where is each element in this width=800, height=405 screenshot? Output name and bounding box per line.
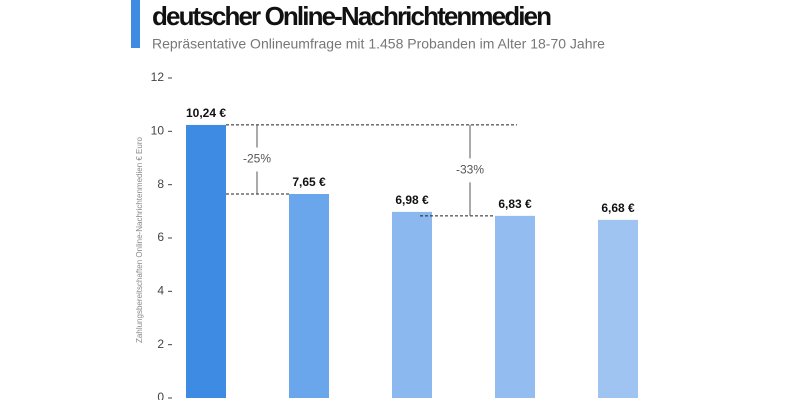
value-label: 6,98 €: [395, 193, 429, 207]
y-axis-label: Zahlungsbereitschaften Online-Nachrichte…: [135, 137, 144, 343]
bar: [289, 194, 329, 398]
bar: [495, 215, 535, 398]
title-accent: [131, 0, 140, 48]
y-tick-label: 12: [151, 70, 165, 84]
annotation: -33%: [456, 163, 484, 177]
value-label: 6,68 €: [601, 201, 635, 215]
y-tick-label: 8: [157, 177, 164, 191]
bar: [392, 211, 432, 398]
value-label: 6,83 €: [498, 197, 532, 211]
y-tick-label: 6: [157, 230, 164, 244]
bar: [186, 124, 226, 398]
y-tick-label: 4: [157, 284, 164, 298]
annotation: -25%: [243, 152, 271, 166]
y-tick-label: 10: [151, 124, 165, 138]
chart-title: deutscher Online-Nachrichtenmedien: [152, 1, 552, 31]
value-label: 7,65 €: [292, 175, 326, 189]
chart-subtitle: Repräsentative Onlineumfrage mit 1.458 P…: [152, 36, 605, 52]
bar: [598, 219, 638, 398]
value-label: 10,24 €: [186, 106, 226, 120]
y-tick-label: 2: [157, 337, 164, 351]
y-tick-label: 0: [157, 390, 164, 400]
